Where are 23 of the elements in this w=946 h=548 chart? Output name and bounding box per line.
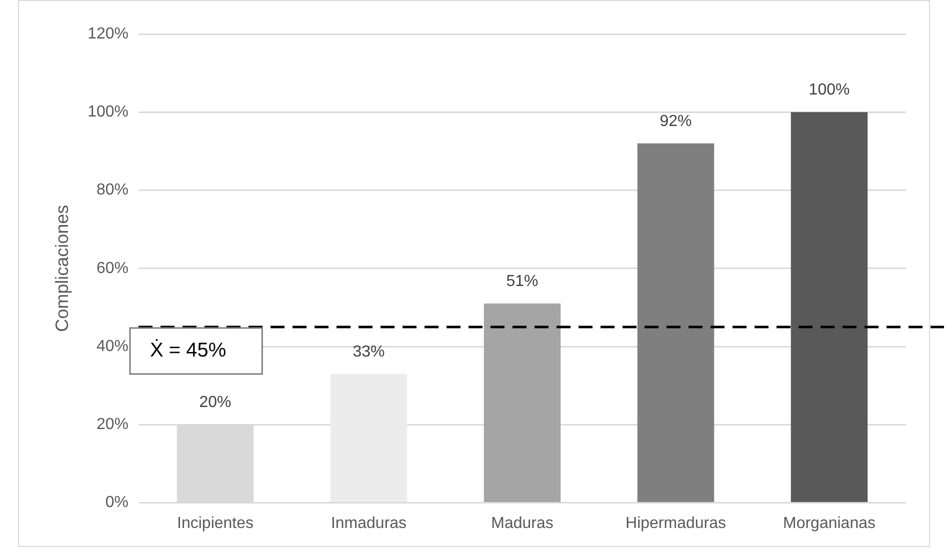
y-tick-label: 60% <box>96 260 129 277</box>
data-label: 33% <box>352 343 385 360</box>
bar <box>790 112 868 502</box>
data-label: 20% <box>199 394 232 412</box>
y-tick-label: 40% <box>96 338 129 355</box>
bar <box>330 374 408 502</box>
data-label: 51% <box>506 272 538 290</box>
bar <box>637 143 714 502</box>
x-tick-label: Maduras <box>491 514 554 532</box>
x-tick-label: Inmaduras <box>330 514 407 532</box>
x-tick-label: Morganianas <box>783 514 876 532</box>
y-tick-label: 0% <box>105 494 129 512</box>
y-tick-label: 120% <box>88 25 129 42</box>
bar <box>484 304 561 502</box>
y-tick-label: 20% <box>96 416 129 434</box>
ref-line-label: Ẋ = 45% <box>150 338 226 362</box>
y-tick-label: 80% <box>96 182 129 199</box>
y-axis-title: Complicaciones <box>52 204 72 332</box>
data-label: 92% <box>660 112 692 130</box>
x-tick-label: Incipientes <box>177 514 254 532</box>
data-label: 100% <box>808 82 850 99</box>
x-tick-label: Hipermaduras <box>626 514 726 532</box>
y-tick-label: 100% <box>88 104 129 121</box>
